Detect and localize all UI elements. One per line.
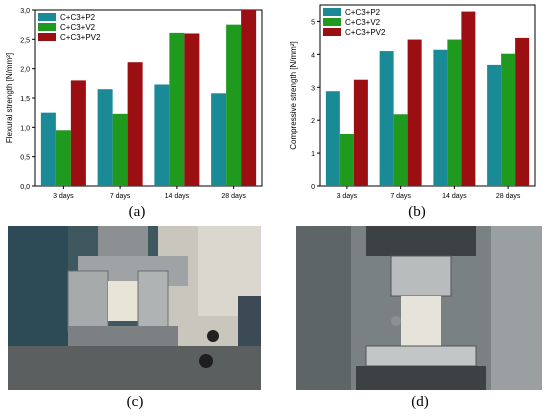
bar [112,113,128,186]
x-tick-label: 7 days [390,193,411,200]
bar [169,32,185,186]
y-tick-label: 1,5 [20,96,30,103]
bar [501,53,516,186]
legend-label: C+C3+P2 [345,8,381,17]
legend-swatch [323,8,341,16]
y-tick-label: 0,0 [20,184,30,191]
x-tick-label: 3 days [53,193,74,200]
chart-svg: 0,0 0,5 1,0 1,5 2,0 2,5 3,0 Flexural strength [… [5,8,263,200]
compression-test-photo [296,226,542,390]
bar [487,64,502,186]
bar [226,24,242,186]
legend-swatch [323,18,341,26]
caption-c: (c) [126,394,144,410]
x-tick-label: 14 days [442,193,467,200]
compressive-strength-chart: 0 1 2 3 4 5 Compressive strength [N/mm²] 3 days… [280,0,550,215]
flexural-strength-chart: 0,0 0,5 1,0 1,5 2,0 2,5 3,0 Flexural strength [… [0,0,275,215]
y-tick-label: 1 [311,151,315,158]
bar [97,89,113,186]
y-tick-label: 5 [311,19,315,26]
y-axis-label: Flexural strength [N/mm²] [5,53,14,143]
y-tick-label: 3 [311,85,315,92]
legend-swatch [38,23,56,31]
y-tick-label: 2 [311,118,315,125]
bar [433,49,448,186]
y-axis-label: Compressive strength [N/mm²] [289,41,298,149]
caption-a: (a) [128,204,146,220]
flexural-test-photo [8,226,261,390]
y-tick-label: 3,0 [20,8,30,15]
bar [393,114,408,186]
bar [55,130,71,186]
y-tick-label: 2,5 [20,37,30,44]
legend-label: C+C3+V2 [345,18,381,27]
y-tick-label: 2,0 [20,67,30,74]
legend-label: C+C3+PV2 [60,33,101,42]
bar [407,39,422,186]
bar [339,134,354,186]
y-tick-label: 4 [311,52,315,59]
caption-d: (d) [411,394,429,410]
legend-label: C+C3+PV2 [345,28,386,37]
bar [447,39,462,186]
legend-swatch [38,13,56,21]
x-tick-label: 14 days [165,193,190,200]
x-tick-label: 3 days [337,193,358,200]
x-tick-label: 28 days [221,193,246,200]
bar [353,79,368,186]
legend-swatch [38,33,56,41]
y-tick-label: 0 [311,184,315,191]
x-tick-label: 28 days [496,193,521,200]
legend-swatch [323,28,341,36]
bar [70,80,86,186]
bar [40,112,56,186]
bar [325,91,340,186]
bar [154,84,170,186]
y-tick-label: 0,5 [20,155,30,162]
bar [211,93,227,186]
bar [379,51,394,187]
bar [127,62,143,186]
legend-label: C+C3+P2 [60,13,96,22]
bar [184,33,200,186]
legend-label: C+C3+V2 [60,23,96,32]
x-tick-label: 7 days [110,193,131,200]
bar [241,10,257,186]
bar [515,37,530,187]
bar [461,11,476,186]
y-tick-label: 1,0 [20,125,30,132]
plot-frame [319,4,536,187]
chart-svg: 0 1 2 3 4 5 Compressive strength [N/mm²] 3 days… [289,4,536,200]
caption-b: (b) [408,204,426,220]
